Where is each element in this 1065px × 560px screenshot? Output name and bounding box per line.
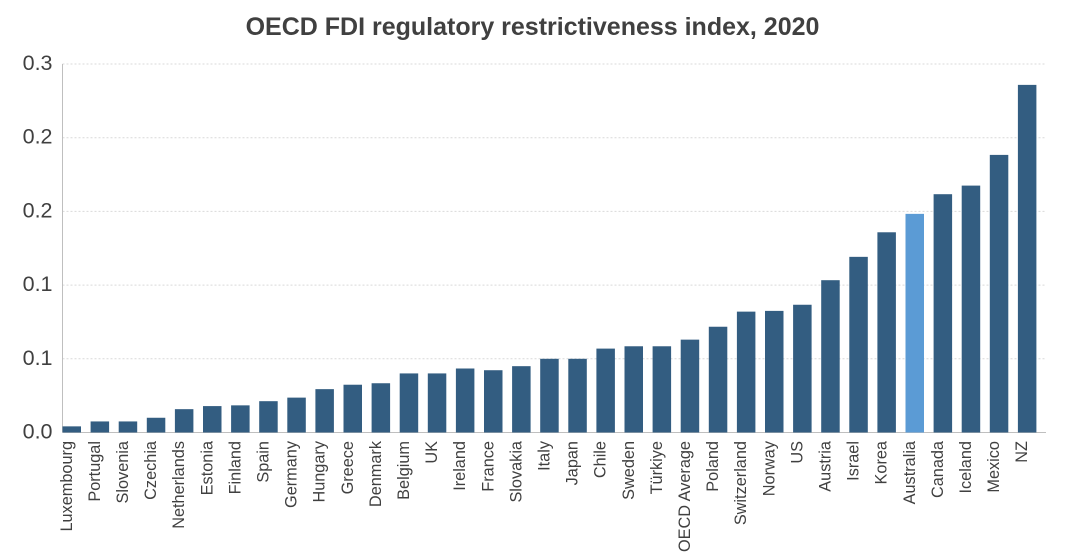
svg-text:Japan: Japan	[564, 441, 582, 485]
svg-text:Iceland: Iceland	[957, 441, 975, 494]
svg-text:0.2: 0.2	[23, 125, 53, 149]
svg-text:Chile: Chile	[592, 441, 610, 478]
svg-text:Norway: Norway	[760, 440, 778, 496]
svg-text:Germany: Germany	[283, 440, 301, 508]
svg-text:Sweden: Sweden	[620, 441, 638, 500]
svg-text:Poland: Poland	[704, 441, 722, 492]
svg-text:Luxembourg: Luxembourg	[58, 441, 76, 532]
svg-text:Netherlands: Netherlands	[170, 441, 188, 529]
svg-text:OECD Average: OECD Average	[676, 441, 694, 552]
svg-text:Korea: Korea	[873, 440, 891, 484]
svg-text:US: US	[788, 441, 806, 464]
svg-text:Hungary: Hungary	[311, 440, 329, 502]
svg-text:Switzerland: Switzerland	[732, 441, 750, 525]
svg-text:0.2: 0.2	[23, 198, 53, 222]
svg-text:France: France	[479, 441, 497, 492]
svg-text:Australia: Australia	[901, 440, 919, 504]
svg-text:Mexico: Mexico	[985, 441, 1003, 493]
svg-text:Portugal: Portugal	[86, 441, 104, 502]
svg-text:Slovakia: Slovakia	[507, 440, 525, 502]
svg-text:Denmark: Denmark	[367, 440, 385, 507]
svg-text:Finland: Finland	[226, 441, 244, 494]
svg-text:0.1: 0.1	[23, 346, 53, 370]
svg-text:Ireland: Ireland	[451, 441, 469, 491]
svg-text:UK: UK	[423, 441, 441, 464]
svg-text:Czechia: Czechia	[142, 440, 160, 500]
svg-text:Estonia: Estonia	[198, 440, 216, 495]
svg-text:Italy: Italy	[535, 440, 553, 471]
svg-text:Belgium: Belgium	[395, 441, 413, 500]
svg-text:NZ: NZ	[1013, 441, 1031, 463]
svg-text:Türkiye: Türkiye	[648, 441, 666, 494]
svg-text:0.0: 0.0	[23, 420, 53, 444]
svg-text:0.1: 0.1	[23, 272, 53, 296]
svg-text:0.3: 0.3	[23, 51, 53, 75]
svg-text:Slovenia: Slovenia	[114, 440, 132, 503]
svg-text:Greece: Greece	[339, 441, 357, 494]
svg-text:Austria: Austria	[816, 440, 834, 492]
svg-text:Israel: Israel	[845, 441, 863, 481]
svg-text:Spain: Spain	[254, 441, 272, 483]
svg-text:Canada: Canada	[929, 440, 947, 498]
